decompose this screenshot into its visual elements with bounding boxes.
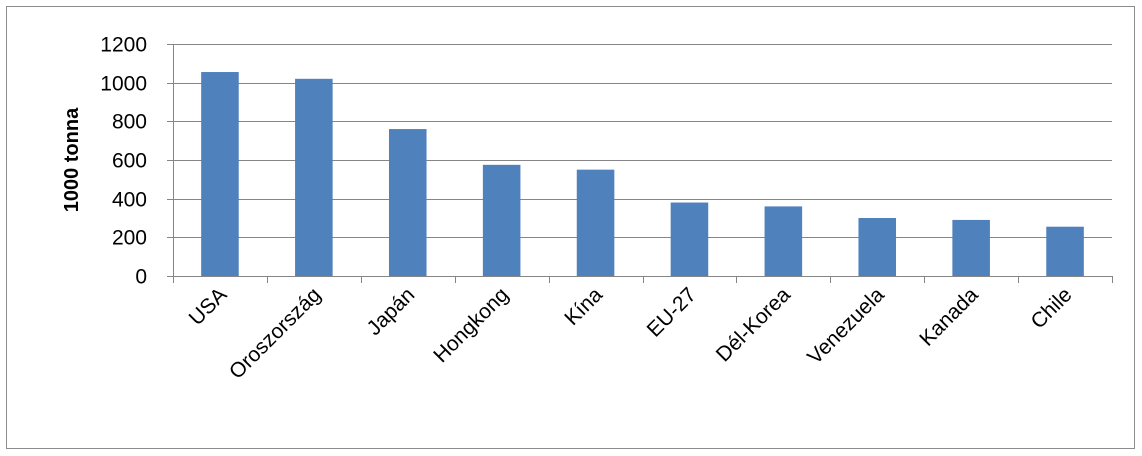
y-tick-label: 600 <box>112 150 147 173</box>
bar-oroszorsz-g <box>295 78 333 276</box>
x-category-label: Venezuela <box>803 283 889 369</box>
bars <box>201 72 1084 277</box>
bar-usa <box>201 72 239 277</box>
y-tick-labels: 0 200 400 600 800 1000 1200 <box>100 34 147 289</box>
x-category-label: Dél-Korea <box>712 283 795 366</box>
x-category-label: Chile <box>1026 283 1076 333</box>
y-tick-label: 1200 <box>100 34 147 57</box>
bar-chile <box>1046 226 1084 276</box>
x-category-label: Oroszország <box>225 283 325 383</box>
bar-kanada <box>952 219 990 276</box>
x-category-label: Japán <box>363 283 420 340</box>
y-tick-label: 200 <box>112 227 147 250</box>
axes <box>167 44 1113 283</box>
bar-venezuela <box>858 218 897 276</box>
x-category-label: Kína <box>560 283 607 330</box>
y-tick-label: 800 <box>112 111 147 134</box>
x-category-label: Hongkong <box>429 283 513 367</box>
bar-hongkong <box>482 164 521 276</box>
bar-k-na <box>576 169 615 276</box>
x-category-label: Kanada <box>915 283 983 351</box>
x-category-label: USA <box>185 283 232 330</box>
y-tick-label: 400 <box>112 189 147 212</box>
bar-d-l-korea <box>764 206 803 276</box>
y-tick-label: 0 <box>135 266 147 289</box>
y-tick-label: 1000 <box>100 73 147 96</box>
x-category-label: EU-27 <box>643 283 701 341</box>
bar-eu-27 <box>670 202 709 276</box>
bar-jap-n <box>388 129 427 276</box>
chart-frame <box>6 6 1135 449</box>
y-axis-title: 1000 tonna <box>61 107 83 212</box>
